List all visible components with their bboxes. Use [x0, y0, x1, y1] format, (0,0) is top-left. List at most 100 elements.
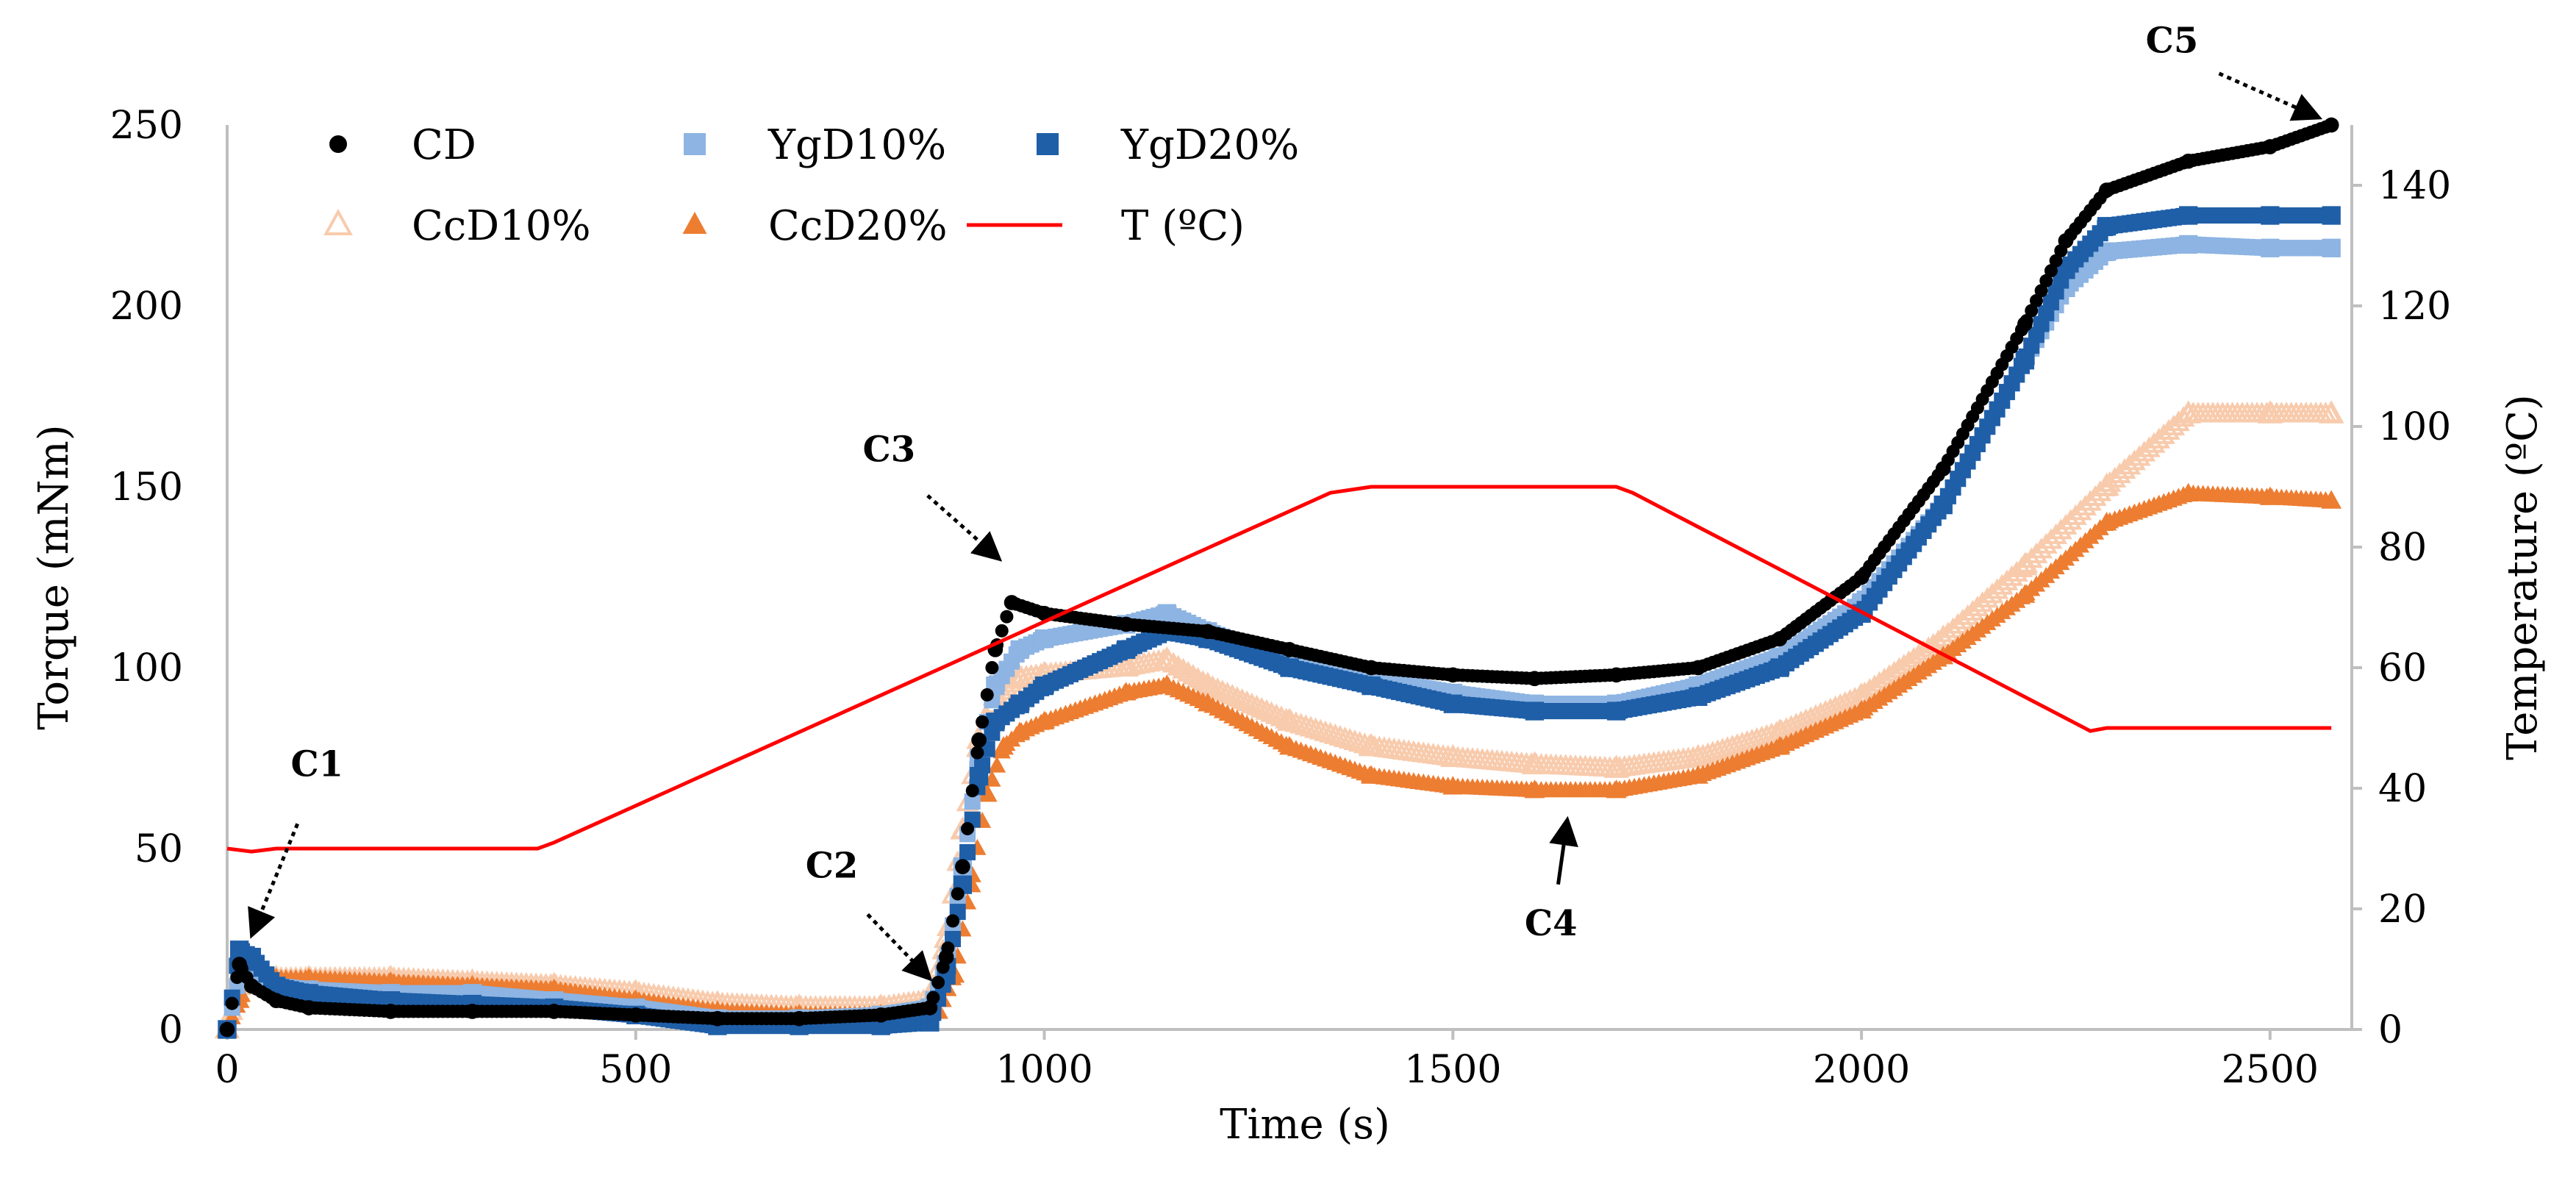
data-point — [1443, 694, 1462, 713]
legend-label: YgD10% — [768, 121, 946, 169]
data-point — [969, 766, 989, 786]
y-axis-title: Torque (mNm) — [30, 424, 78, 729]
data-point — [232, 957, 248, 972]
series-point — [985, 661, 999, 674]
series-point — [1255, 699, 1278, 720]
series-point — [2049, 254, 2063, 268]
series-point — [1000, 610, 1014, 624]
annotation-arrow — [248, 823, 299, 939]
data-point — [791, 1010, 807, 1027]
data-point — [1117, 640, 1136, 660]
series-point — [995, 624, 1009, 638]
series-point — [1348, 731, 1372, 752]
annotation-arrow — [866, 913, 933, 982]
annotations-layer: C1 C2 C3 C4 C5 — [248, 21, 2323, 982]
legend: CD YgD10% YgD20% CcD10% CcD20% T (ºC) — [323, 121, 1299, 250]
data-point — [1933, 495, 1953, 515]
data-point — [1853, 569, 1870, 585]
data-point — [1690, 660, 1706, 676]
data-point — [1442, 776, 1464, 795]
data-point — [1770, 736, 1790, 755]
series-point — [1314, 720, 1337, 741]
data-point — [1281, 642, 1298, 657]
series-point — [987, 756, 1006, 773]
data-point — [1037, 605, 1052, 621]
data-point — [219, 1021, 235, 1038]
data-point — [1010, 694, 1029, 713]
data-point — [1279, 736, 1300, 755]
data-point — [1527, 671, 1542, 687]
legend-item: CD — [329, 121, 476, 169]
data-point — [2321, 490, 2342, 509]
data-point — [1851, 699, 1872, 719]
legend-item: CcD20% — [682, 202, 948, 250]
legend-label: T (ºC) — [1121, 202, 1245, 250]
y-tick-label: 250 — [110, 104, 183, 148]
data-point — [628, 1007, 644, 1023]
data-point — [1157, 604, 1176, 623]
series-point — [1162, 652, 1185, 673]
series-point — [1216, 682, 1239, 703]
data-point — [2175, 400, 2201, 424]
annotation-c5: C5 — [2146, 21, 2323, 121]
data-point — [1010, 640, 1029, 660]
data-point — [1689, 687, 1708, 707]
x-tick-label: 2000 — [1813, 1048, 1910, 1092]
y-tick-label: 100 — [110, 646, 183, 690]
series-point — [1343, 729, 1367, 751]
x-tick-label: 2500 — [2222, 1048, 2319, 1092]
data-point — [922, 1000, 938, 1015]
annotation-arrow — [1549, 815, 1578, 885]
temperature-line — [226, 485, 2332, 854]
data-point — [1361, 765, 1382, 784]
data-point — [2323, 117, 2339, 133]
annotation-c3: C3 — [863, 429, 1003, 562]
series-point — [225, 996, 239, 1010]
series-point — [1328, 724, 1352, 746]
data-point — [1445, 667, 1461, 683]
legend-swatch — [1037, 133, 1059, 155]
legend-label: YgD20% — [1120, 121, 1299, 169]
data-point — [1358, 732, 1384, 757]
series-point — [1275, 707, 1298, 729]
series-ccd10- — [214, 400, 2344, 1039]
series-point — [1176, 660, 1200, 682]
temperature-layer — [226, 485, 2332, 854]
data-point — [2322, 238, 2341, 257]
y-tick-label: 0 — [159, 1008, 183, 1052]
data-point — [2099, 182, 2114, 198]
y2-axis-title: Temperature (ºC) — [2499, 394, 2547, 760]
data-point — [2096, 512, 2117, 531]
series-point — [1334, 726, 1357, 748]
series-point — [961, 821, 975, 835]
y-tick-label: 150 — [110, 465, 183, 510]
series-point — [1191, 670, 1214, 691]
y2-tick-label: 100 — [2378, 405, 2451, 449]
series-point — [1319, 721, 1342, 743]
series-point — [976, 715, 990, 729]
data-point — [1524, 779, 1545, 799]
legend-item: T (ºC) — [967, 202, 1245, 250]
data-point — [1113, 653, 1139, 677]
y2-tick-label: 20 — [2378, 888, 2427, 932]
legend-item: YgD10% — [684, 121, 946, 169]
legend-swatch — [329, 135, 347, 153]
series-point — [1181, 663, 1205, 685]
annotation-c4: C4 — [1525, 815, 1578, 944]
annotation-label: C3 — [863, 429, 916, 471]
data-point — [1440, 743, 1466, 768]
data-point — [1606, 779, 1627, 799]
data-point — [382, 1004, 398, 1019]
y2-tick-label: 120 — [2378, 285, 2451, 329]
series-point — [2039, 274, 2053, 288]
legend-label: CcD10% — [412, 202, 591, 250]
data-point — [2058, 233, 2074, 249]
x-tick-label: 500 — [599, 1048, 672, 1092]
data-point — [1606, 702, 1626, 721]
data-point — [301, 1000, 317, 1015]
data-point — [1935, 461, 1951, 476]
data-point — [2318, 400, 2344, 424]
data-point — [1009, 721, 1031, 740]
x-axis-ticks: 0 500 1000 1500 2000 2500 — [215, 1029, 2319, 1092]
